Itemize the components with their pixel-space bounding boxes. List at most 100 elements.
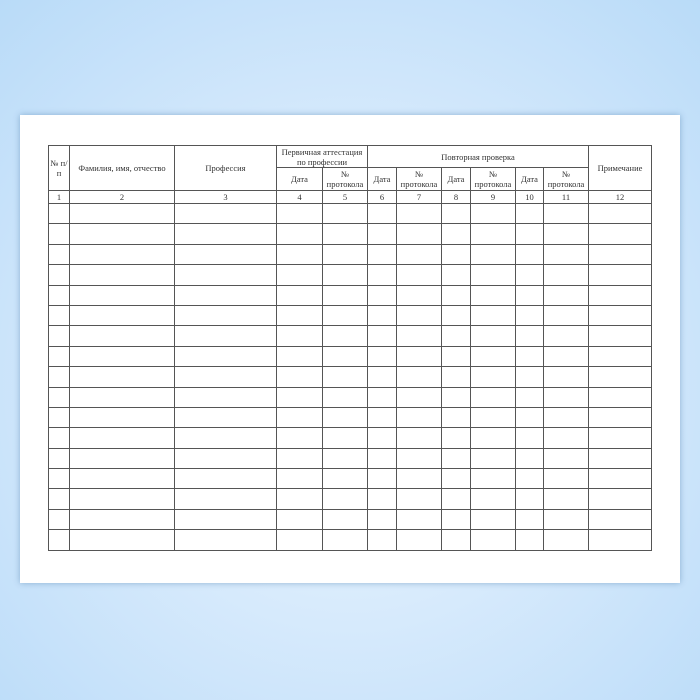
empty-cell: [441, 427, 471, 449]
empty-cell: [322, 345, 368, 368]
table-row: [48, 447, 653, 470]
empty-cell: [470, 284, 516, 306]
empty-cell: [396, 202, 442, 225]
empty-cell: [542, 488, 590, 510]
empty-cell: [48, 468, 70, 490]
empty-cell: [276, 284, 323, 306]
empty-cell: [174, 264, 277, 286]
empty-cell: [470, 325, 516, 347]
empty-cell: [588, 406, 653, 429]
empty-cell: [276, 386, 323, 408]
empty-cell: [276, 223, 323, 245]
empty-cell: [396, 345, 442, 368]
column-number: 9: [470, 190, 516, 204]
column-number: 7: [396, 190, 442, 204]
empty-cell: [515, 264, 544, 286]
header-date: Дата: [515, 167, 544, 191]
table-row: [48, 264, 653, 286]
empty-cell: [174, 529, 277, 551]
empty-cell: [367, 427, 397, 449]
empty-cell: [515, 223, 544, 245]
empty-cell: [276, 427, 323, 449]
empty-cell: [69, 468, 175, 490]
table-row: [48, 284, 653, 306]
header-protocol: № протокола: [470, 167, 516, 191]
empty-cell: [542, 468, 590, 490]
empty-cell: [470, 468, 516, 490]
empty-cell: [367, 508, 397, 531]
table-row: [48, 202, 653, 225]
column-number: 8: [441, 190, 471, 204]
empty-cell: [48, 447, 70, 470]
empty-cell: [322, 468, 368, 490]
table-row: [48, 223, 653, 245]
empty-cell: [515, 427, 544, 449]
empty-cell: [48, 427, 70, 449]
empty-cell: [515, 406, 544, 429]
empty-cell: [174, 223, 277, 245]
empty-cell: [588, 427, 653, 449]
empty-cell: [174, 468, 277, 490]
empty-cell: [69, 427, 175, 449]
table-row: [48, 304, 653, 327]
empty-cell: [396, 366, 442, 388]
empty-cell: [515, 345, 544, 368]
empty-cell: [542, 508, 590, 531]
header-repeat-check: Повторная проверка: [366, 145, 590, 168]
column-number-row: 1 2 3 4 5 6 7 8 9 10 11 12: [48, 190, 653, 204]
empty-cell: [515, 325, 544, 347]
empty-cell: [322, 386, 368, 408]
empty-cell: [322, 325, 368, 347]
empty-cell: [48, 366, 70, 388]
table-row: [48, 508, 653, 531]
empty-cell: [69, 508, 175, 531]
empty-cell: [470, 488, 516, 510]
empty-cell: [470, 345, 516, 368]
empty-cell: [441, 223, 471, 245]
empty-cell: [174, 386, 277, 408]
empty-cell: [174, 406, 277, 429]
empty-cell: [367, 529, 397, 551]
header-name: Фамилия, имя, отчество: [69, 145, 175, 191]
empty-cell: [588, 468, 653, 490]
empty-cell: [515, 304, 544, 327]
empty-cell: [69, 386, 175, 408]
empty-cell: [542, 223, 590, 245]
header-protocol: № протокола: [322, 167, 368, 191]
empty-cell: [174, 325, 277, 347]
empty-cell: [542, 243, 590, 266]
empty-cell: [48, 325, 70, 347]
empty-cell: [588, 529, 653, 551]
table-row: [48, 529, 653, 551]
empty-cell: [367, 325, 397, 347]
empty-cell: [367, 243, 397, 266]
empty-cell: [515, 243, 544, 266]
empty-cell: [174, 243, 277, 266]
empty-cell: [367, 406, 397, 429]
empty-cell: [276, 468, 323, 490]
table-row: [48, 427, 653, 449]
table-row: [48, 325, 653, 347]
empty-cell: [276, 304, 323, 327]
header-date: Дата: [441, 167, 471, 191]
empty-cell: [588, 366, 653, 388]
header-protocol: № протокола: [396, 167, 442, 191]
empty-cell: [367, 202, 397, 225]
empty-cell: [588, 243, 653, 266]
empty-cell: [470, 223, 516, 245]
empty-cell: [515, 529, 544, 551]
empty-cell: [69, 284, 175, 306]
empty-cell: [69, 529, 175, 551]
empty-cell: [276, 243, 323, 266]
empty-cell: [322, 223, 368, 245]
header-date: Дата: [276, 167, 323, 191]
empty-cell: [542, 406, 590, 429]
empty-cell: [470, 366, 516, 388]
empty-cell: [542, 386, 590, 408]
empty-cell: [588, 304, 653, 327]
empty-cell: [69, 243, 175, 266]
empty-cell: [441, 508, 471, 531]
header-date: Дата: [367, 167, 397, 191]
empty-cell: [48, 386, 70, 408]
empty-cell: [276, 529, 323, 551]
